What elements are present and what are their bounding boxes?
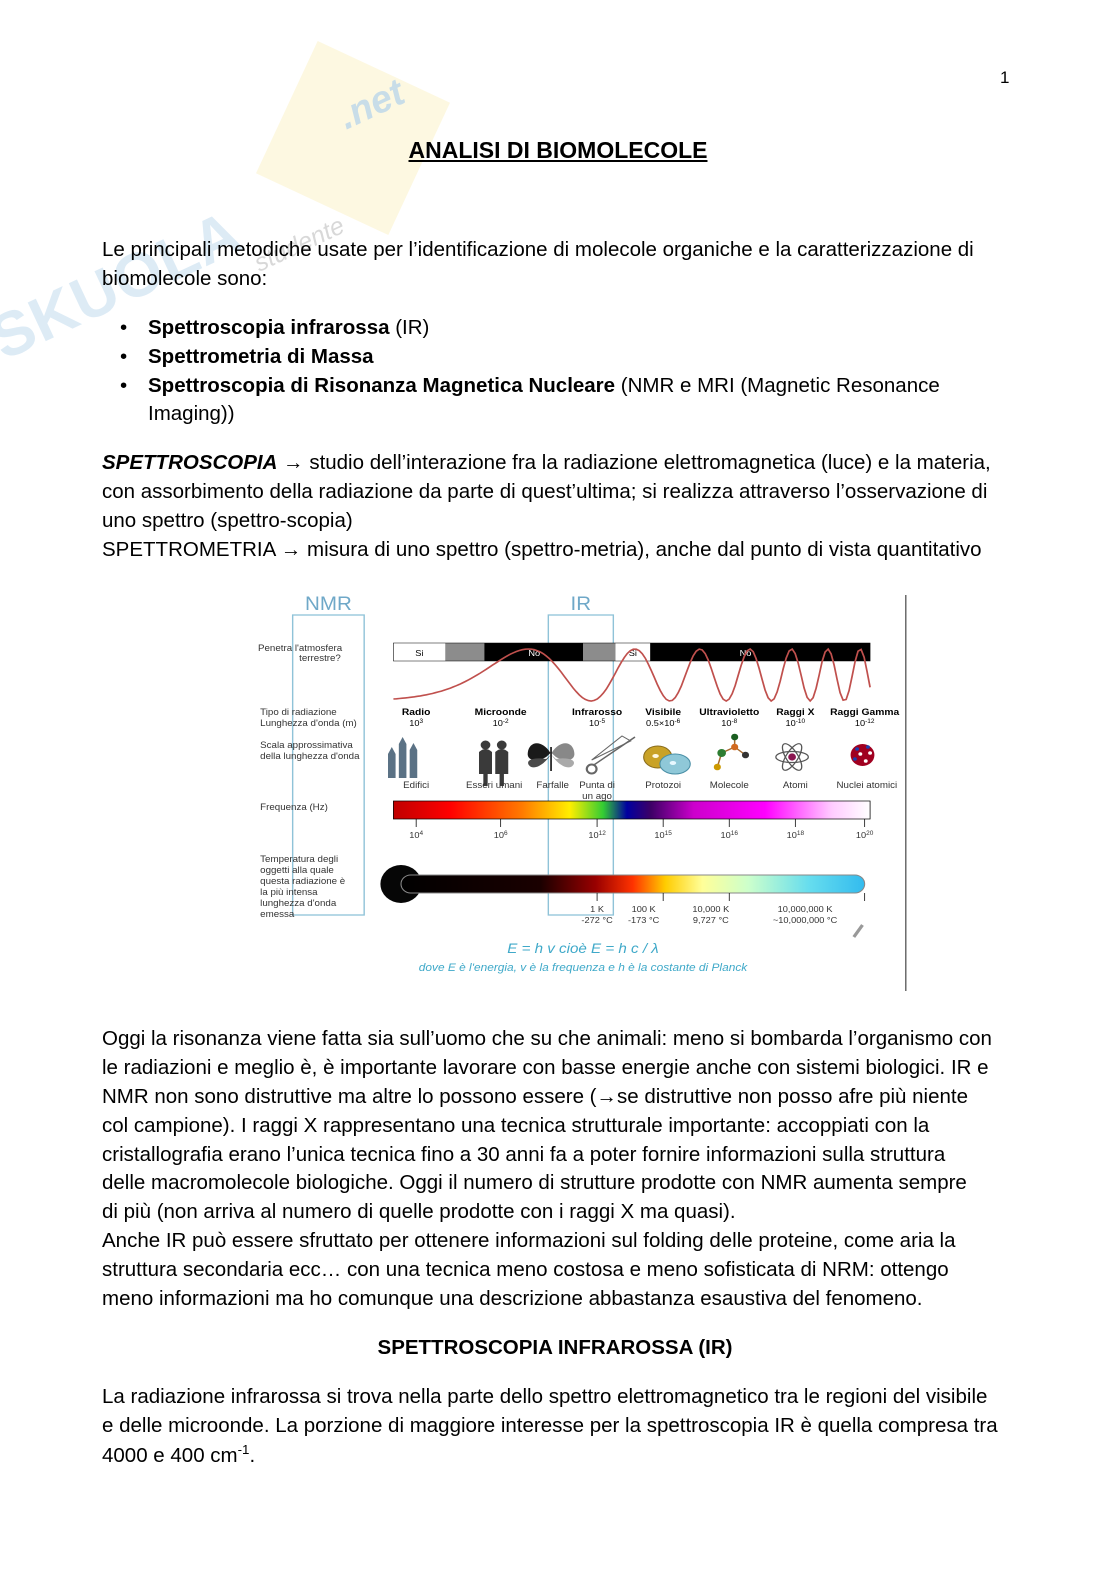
svg-text:Farfalle: Farfalle: [536, 780, 568, 790]
svg-text:Visibile: Visibile: [645, 707, 681, 718]
svg-text:Tipo di radiazione: Tipo di radiazione: [260, 707, 337, 717]
svg-text:Si: Si: [415, 648, 423, 658]
svg-text:Frequenza (Hz): Frequenza (Hz): [260, 802, 328, 812]
svg-text:-272 °C: -272 °C: [581, 915, 613, 925]
svg-text:1 K: 1 K: [590, 904, 604, 914]
svg-text:9,727 °C: 9,727 °C: [693, 915, 730, 925]
svg-text:10,000 K: 10,000 K: [692, 904, 729, 914]
svg-text:E = h v cioè E = h c / λ: E = h v cioè E = h c / λ: [507, 941, 658, 956]
svg-text:10,000,000 K: 10,000,000 K: [778, 904, 833, 914]
svg-text:Penetra l'atmosfera: Penetra l'atmosfera: [258, 643, 343, 653]
svg-text:NMR: NMR: [305, 595, 352, 615]
svg-text:Atomi: Atomi: [783, 780, 808, 790]
svg-text:IR: IR: [571, 595, 592, 615]
svg-text:dove E è l'energia, v è la fre: dove E è l'energia, v è la frequenza e h…: [419, 962, 749, 974]
svg-text:Radio: Radio: [402, 707, 431, 718]
svg-text:Punta di: Punta di: [579, 780, 615, 790]
svg-text:Scala approssimativa: Scala approssimativa: [260, 740, 353, 750]
svg-text:Raggi Gamma: Raggi Gamma: [830, 707, 900, 718]
svg-text:~10,000,000 °C: ~10,000,000 °C: [773, 915, 838, 925]
svg-text:Ultravioletto: Ultravioletto: [699, 707, 759, 718]
svg-text:Edifici: Edifici: [403, 780, 429, 790]
svg-text:un ago: un ago: [582, 791, 612, 801]
svg-text:Raggi X: Raggi X: [776, 707, 815, 718]
svg-text:Esseri umani: Esseri umani: [466, 780, 522, 790]
svg-text:-173 °C: -173 °C: [628, 915, 660, 925]
svg-text:Microonde: Microonde: [475, 707, 527, 718]
svg-text:emessa: emessa: [260, 909, 295, 919]
svg-text:della lunghezza d'onda: della lunghezza d'onda: [260, 751, 360, 761]
svg-text:Protozoi: Protozoi: [645, 780, 681, 790]
svg-text:Infrarosso: Infrarosso: [572, 707, 622, 718]
svg-text:terrestre?: terrestre?: [299, 653, 341, 663]
svg-text:questa radiazione è: questa radiazione è: [260, 876, 345, 886]
svg-text:Lunghezza d'onda (m): Lunghezza d'onda (m): [260, 718, 357, 728]
svg-text:Temperatura degli: Temperatura degli: [260, 854, 338, 864]
svg-text:lunghezza d'onda: lunghezza d'onda: [260, 898, 337, 908]
svg-text:la più intensa: la più intensa: [260, 887, 318, 897]
svg-text:100 K: 100 K: [632, 904, 656, 914]
svg-text:Molecole: Molecole: [710, 780, 749, 790]
svg-text:oggetti alla quale: oggetti alla quale: [260, 865, 334, 875]
svg-text:Nuclei atomici: Nuclei atomici: [837, 780, 898, 790]
